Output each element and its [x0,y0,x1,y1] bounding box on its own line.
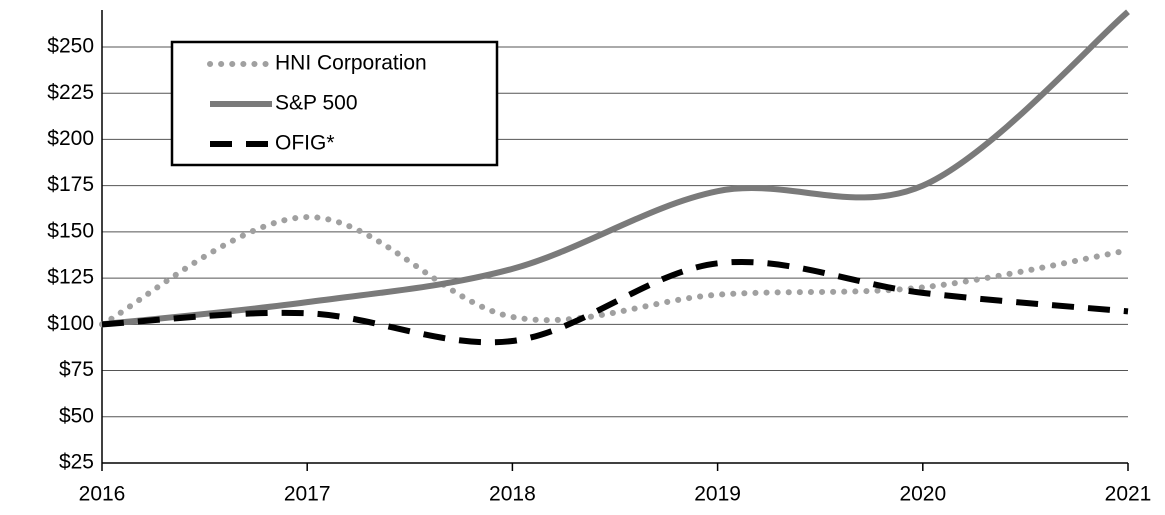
series-line [101,258,1129,346]
y-tick-label: $175 [47,173,94,196]
x-tick-label: 2020 [899,483,946,506]
x-tick-label: 2016 [79,483,126,506]
legend-label: HNI Corporation [275,52,427,75]
y-tick-label: $125 [47,266,94,289]
y-tick-label: $50 [59,404,94,427]
y-tick-label: $250 [47,35,94,58]
x-tick-label: 2018 [489,483,536,506]
y-tick-label: $25 [59,451,94,474]
y-tick-label: $150 [47,219,94,242]
y-tick-label: $75 [59,358,94,381]
x-tick-label: 2021 [1105,483,1152,506]
x-tick-label: 2019 [694,483,741,506]
series-line [99,214,1131,328]
y-tick-label: $225 [47,81,94,104]
x-tick-label: 2017 [284,483,331,506]
series-line [101,9,1130,328]
legend-label: OFIG* [275,132,335,155]
y-tick-label: $200 [47,127,94,150]
legend-label: S&P 500 [275,92,358,115]
y-tick-label: $100 [47,312,94,335]
